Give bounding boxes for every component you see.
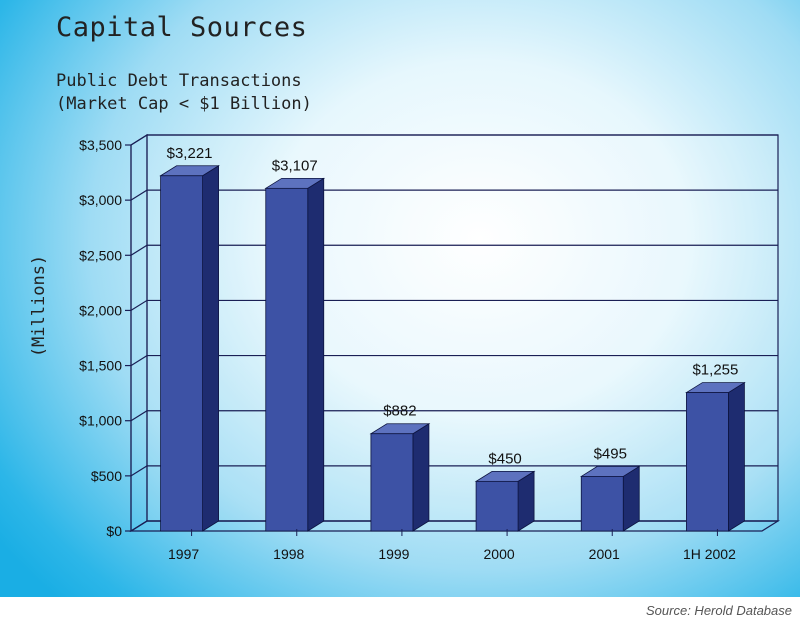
x-tick-label: 1999 — [378, 546, 409, 562]
gridline — [130, 299, 778, 311]
y-tick-label: $2,000 — [79, 302, 122, 318]
bar-value-label: $882 — [383, 403, 416, 420]
subtitle-line-1: Public Debt Transactions — [56, 71, 302, 91]
chart-panel: Capital Sources Public Debt Transactions… — [0, 0, 800, 597]
bar — [686, 392, 729, 532]
gridline — [130, 134, 778, 146]
bar-side — [202, 165, 219, 532]
y-tick-label: $500 — [91, 468, 122, 484]
y-tick-label: $3,500 — [79, 137, 122, 153]
bar-value-label: $495 — [594, 445, 627, 462]
bar — [475, 480, 519, 532]
x-tick-label: 1998 — [273, 546, 304, 562]
gridline — [130, 354, 778, 367]
bar-side — [622, 465, 640, 532]
gridline — [130, 520, 778, 532]
y-tick-label: $1,500 — [79, 358, 122, 374]
gridline — [130, 244, 778, 256]
bar-side — [307, 177, 325, 532]
bar-chart: $0 $500 $1,000 $1,500 $2,000 $2,500 $3,000 $3,5… — [79, 133, 781, 562]
gridline — [130, 465, 778, 477]
bar-side — [728, 381, 745, 532]
subtitle-line-2: (Market Cap < $1 Billion) — [56, 94, 312, 114]
x-tick-label: 1H 2002 — [683, 546, 736, 562]
floor — [128, 520, 781, 532]
gridline — [130, 410, 778, 422]
y-tick-label: $1,000 — [79, 413, 122, 429]
back-wall — [146, 134, 779, 522]
chart-title: Capital Sources — [56, 12, 308, 43]
source-note: Source: Herold Database — [646, 603, 792, 618]
x-tick-label: 1997 — [168, 546, 199, 562]
gridline — [130, 189, 778, 201]
chart-subtitle: Public Debt Transactions (Market Cap < $… — [56, 70, 312, 116]
bar-value-label: $3,107 — [272, 157, 318, 174]
bar-value-label: $1,255 — [692, 362, 738, 379]
side-wall — [130, 133, 148, 533]
x-tick-label: 2001 — [589, 546, 620, 562]
y-tick-label: $2,500 — [79, 247, 122, 263]
x-tick-label: 2000 — [484, 546, 515, 562]
bar-value-label: $450 — [488, 450, 521, 467]
bar-value-label: $3,221 — [167, 145, 213, 162]
bar — [160, 175, 203, 532]
bar-side — [412, 423, 430, 532]
y-tick-label: $0 — [106, 523, 122, 539]
y-tick-label: $3,000 — [79, 192, 122, 208]
bar — [265, 187, 309, 532]
bar — [580, 476, 624, 532]
bar — [370, 433, 414, 532]
